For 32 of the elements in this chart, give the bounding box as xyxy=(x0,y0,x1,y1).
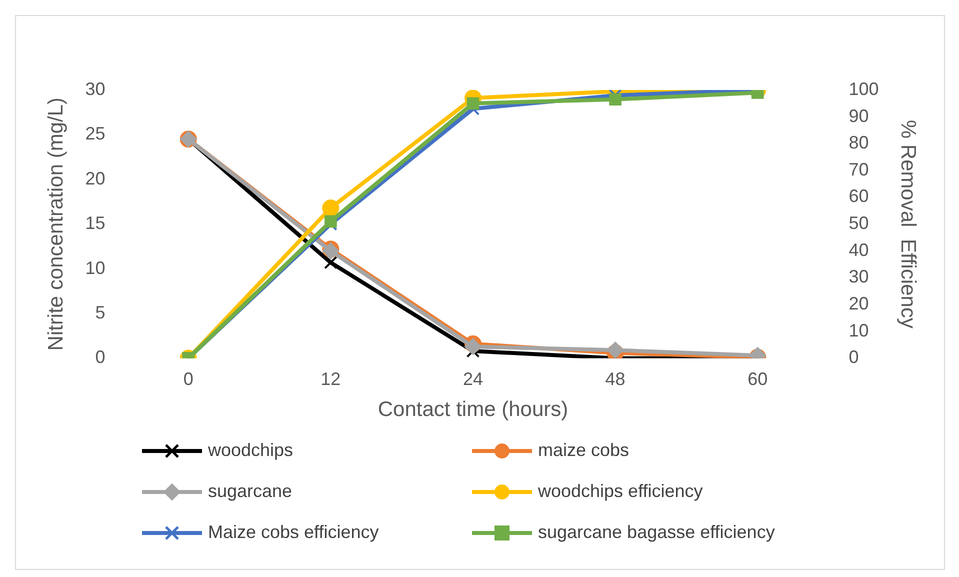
y-tick-label: 10 xyxy=(85,258,106,278)
y2-tick-label: 60 xyxy=(848,186,869,206)
y-tick-label: 25 xyxy=(85,124,106,144)
y2-tick-label: 80 xyxy=(848,132,869,153)
legend-label: woodchips efficiency xyxy=(538,481,703,502)
y-tick-label: 20 xyxy=(85,168,106,188)
y-tick-label: 15 xyxy=(85,213,106,234)
y-tick-label: 5 xyxy=(95,302,106,322)
y2-tick-label: 40 xyxy=(848,240,869,260)
y2-tick-label: 100 xyxy=(848,78,879,99)
y2-tick-label: 10 xyxy=(848,320,869,340)
legend-label: maize cobs xyxy=(538,440,630,461)
y2-tick-label: 90 xyxy=(848,106,869,126)
y-tick-label: 30 xyxy=(85,78,106,99)
y2-tick-label: 20 xyxy=(848,294,869,314)
legend-label: sugarcane xyxy=(208,481,292,502)
y2-tick-label: 30 xyxy=(848,266,869,287)
legend-label: Maize cobs efficiency xyxy=(208,522,379,543)
y2-tick-label: 70 xyxy=(848,159,869,180)
y2-tick-label: 50 xyxy=(848,213,869,234)
y2-axis-title: % Removal Efficiency xyxy=(896,120,920,329)
y2-tick-label: 0 xyxy=(848,347,859,368)
y-tick-label: 0 xyxy=(95,347,106,368)
legend-label: sugarcane bagasse efficiency xyxy=(538,522,775,543)
x-tick-label: 12 xyxy=(320,368,341,389)
legend-label: woodchips xyxy=(208,440,294,461)
y-axis-title: Nitrite concentration (mg/L) xyxy=(44,97,68,351)
x-tick-label: 48 xyxy=(605,368,626,389)
x-tick-label: 0 xyxy=(183,368,194,389)
x-tick-label: 60 xyxy=(748,368,768,389)
x-axis-title: Contact time (hours) xyxy=(378,398,568,422)
x-tick-label: 24 xyxy=(462,368,484,389)
